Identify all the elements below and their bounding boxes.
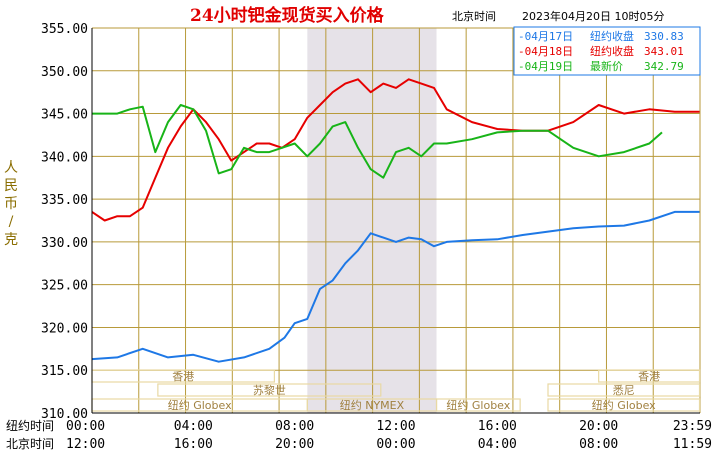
y-tick-label: 335.00 bbox=[41, 193, 88, 208]
header-location: 北京时间 bbox=[452, 9, 496, 23]
y-tick-label: 340.00 bbox=[41, 150, 88, 165]
legend: -04月17日 纽约收盘 330.83-04月18日 纽约收盘 343.01-04月19… bbox=[513, 26, 701, 76]
legend-date: -04月17日 bbox=[518, 30, 573, 43]
session-box bbox=[547, 383, 701, 397]
legend-value: 330.83 bbox=[644, 30, 684, 43]
session-label: 香港 bbox=[638, 370, 660, 383]
y-tick-label: 345.00 bbox=[41, 108, 88, 123]
series-line-3 bbox=[92, 104, 663, 179]
y-axis-label-char: 人 bbox=[4, 160, 18, 176]
y-axis-label-char: 币 bbox=[4, 196, 18, 212]
legend-date: -04月18日 bbox=[518, 45, 573, 58]
session-label: 纽约 Globex bbox=[592, 398, 656, 412]
x-tick-label: 04:00 bbox=[478, 437, 517, 452]
legend-label: 纽约收盘 bbox=[590, 44, 634, 58]
legend-value: 343.01 bbox=[644, 45, 684, 58]
x-tick-label: 12:00 bbox=[66, 437, 105, 452]
y-tick-label: 325.00 bbox=[41, 279, 88, 294]
legend-label: 纽约收盘 bbox=[590, 29, 634, 43]
axis-layer: 310.00 315.00 320.00 325.00 330.00 335.00 340.… bbox=[6, 22, 712, 452]
session-box bbox=[157, 383, 382, 397]
session-box bbox=[435, 398, 521, 412]
x-tick-label: 04:00 bbox=[174, 419, 213, 434]
y-tick-label: 315.00 bbox=[41, 364, 88, 379]
legend-value: 342.79 bbox=[644, 60, 684, 73]
y-tick-label: 310.00 bbox=[41, 407, 88, 422]
y-axis-label-char: / bbox=[9, 214, 14, 230]
x-tick-label: 20:00 bbox=[275, 437, 314, 452]
x-tick-label: 20:00 bbox=[579, 419, 618, 434]
x-tick-label: 16:00 bbox=[174, 437, 213, 452]
session-label: 纽约 NYMEX bbox=[340, 398, 405, 412]
nymex-shade-layer bbox=[307, 28, 437, 413]
series-line-1 bbox=[91, 210, 700, 363]
nymex-shade bbox=[307, 28, 437, 413]
session-label: 悉尼 bbox=[613, 384, 635, 397]
series-layer bbox=[91, 78, 700, 363]
x-row-label: 纽约时间 bbox=[6, 418, 54, 433]
legend-box bbox=[513, 26, 701, 76]
x-row-label: 北京时间 bbox=[6, 437, 54, 451]
header-datetime: 2023年04月20日 10时05分 bbox=[522, 9, 664, 23]
x-tick-label: 23:59 bbox=[673, 419, 712, 434]
y-axis-label-char: 克 bbox=[4, 232, 18, 248]
session-box bbox=[598, 369, 701, 383]
y-tick-label: 355.00 bbox=[41, 22, 88, 37]
y-axis-label: 人民币 / 克 bbox=[4, 160, 18, 248]
x-tick-label: 08:00 bbox=[579, 437, 618, 452]
chart-title: 24小时钯金现货买入价格 bbox=[190, 5, 385, 26]
legend-date: -04月19日 bbox=[518, 60, 573, 73]
session-label: 纽约 Globex bbox=[168, 398, 232, 412]
session-label: 纽约 Globex bbox=[446, 398, 510, 412]
x-tick-label: 16:00 bbox=[478, 419, 517, 434]
x-tick-label: 00:00 bbox=[66, 419, 105, 434]
session-label: 苏黎世 bbox=[253, 383, 286, 397]
x-tick-label: 11:59 bbox=[673, 437, 712, 452]
x-tick-label: 00:00 bbox=[376, 437, 415, 452]
y-tick-label: 350.00 bbox=[41, 65, 88, 80]
session-box bbox=[547, 398, 701, 412]
x-tick-label: 12:00 bbox=[376, 419, 415, 434]
y-tick-label: 330.00 bbox=[41, 236, 88, 251]
y-tick-label: 320.00 bbox=[41, 321, 88, 336]
session-label: 香港 bbox=[172, 370, 194, 383]
legend-label: 最新价 bbox=[590, 59, 623, 73]
x-tick-label: 08:00 bbox=[275, 419, 314, 434]
y-axis-label-char: 民 bbox=[4, 178, 18, 194]
